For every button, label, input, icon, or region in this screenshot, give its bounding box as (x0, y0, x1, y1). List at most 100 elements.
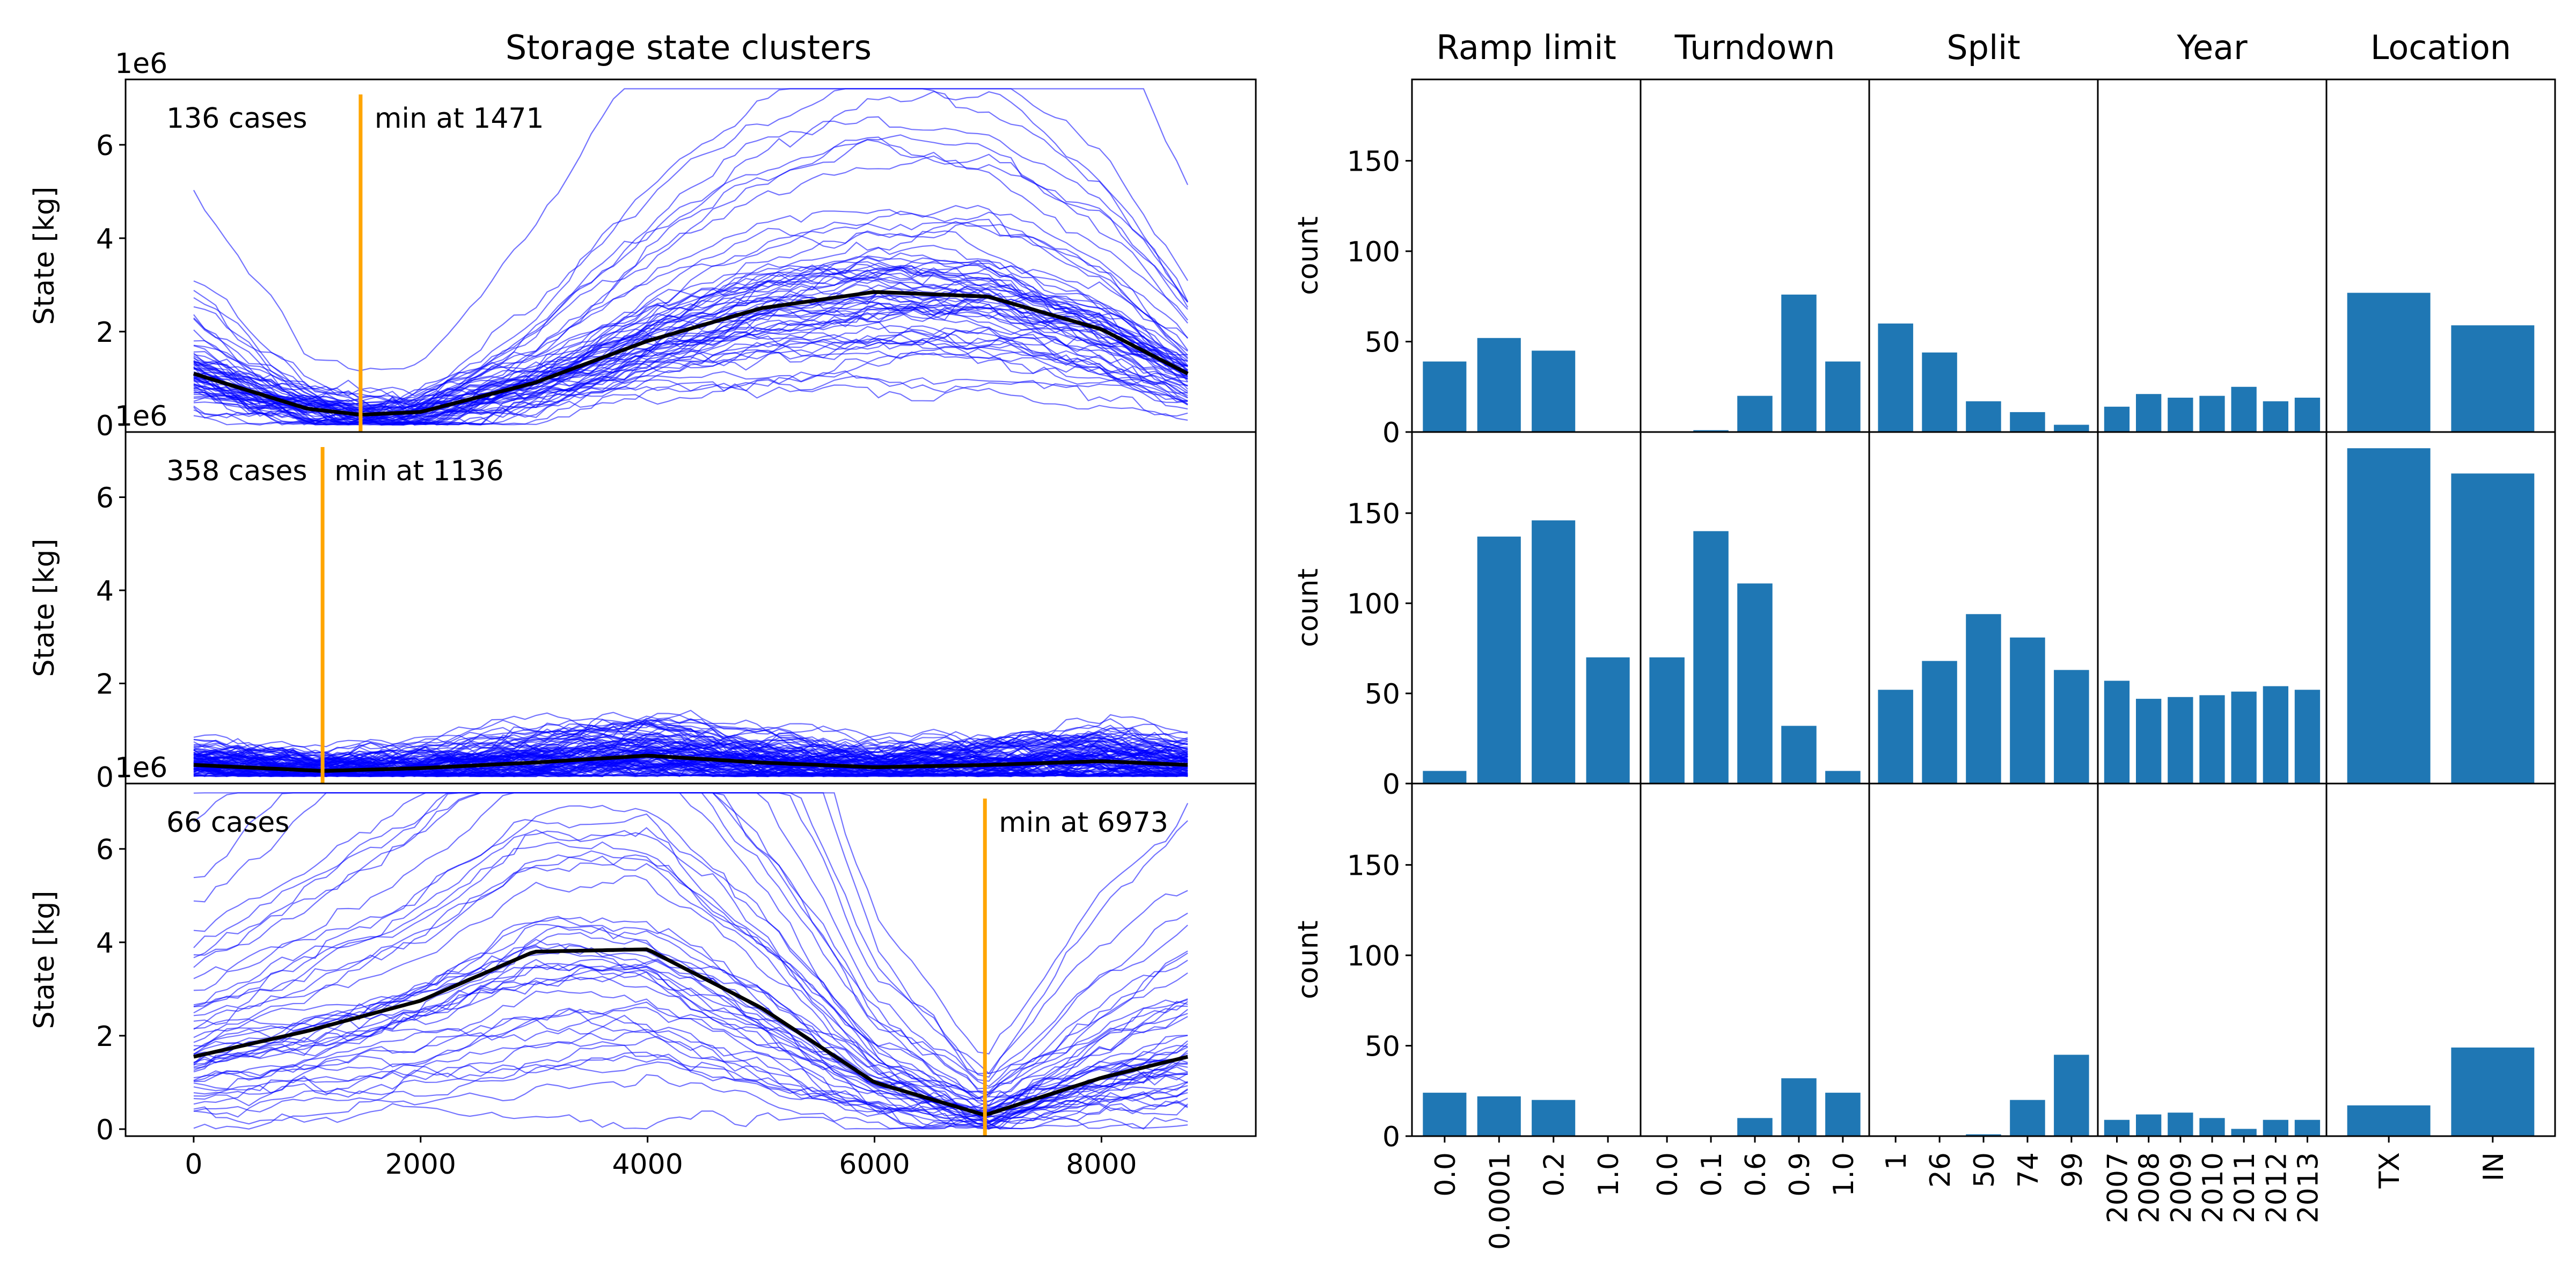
y-tick-label: 6 (96, 834, 114, 866)
x-tick-label: 4000 (612, 1148, 683, 1181)
category-tick-label: 2011 (2229, 1152, 2261, 1223)
y-tick-label: 100 (1347, 588, 1400, 620)
bar (1737, 1118, 1773, 1136)
x-tick-label: 6000 (839, 1148, 910, 1181)
state-trace (193, 965, 1188, 1130)
bar (1423, 771, 1467, 784)
column-title-2: Turndown (1674, 28, 1835, 67)
cluster-2-cases-label: 358 cases (166, 455, 307, 487)
bar (2136, 699, 2162, 784)
bar (1878, 690, 1913, 784)
bar (1477, 338, 1521, 432)
bar (1586, 657, 1630, 784)
trace-layer (193, 88, 1189, 1136)
y-axis-label: State [kg] (28, 187, 61, 325)
x-tick-label: 2000 (385, 1148, 456, 1181)
category-tick-label: IN (2478, 1152, 2510, 1181)
bar (1781, 726, 1817, 784)
bar (2168, 697, 2193, 784)
bar (1532, 1100, 1576, 1136)
bar (2347, 1105, 2431, 1136)
x-tick-label: 0 (185, 1148, 202, 1181)
bar (1878, 323, 1913, 432)
y-axis-label: State [kg] (28, 539, 61, 677)
category-tick-label: 74 (2012, 1152, 2045, 1188)
category-tick-label: 2012 (2260, 1152, 2293, 1223)
cluster-3-mean-line (193, 947, 1188, 1117)
bar (1693, 430, 1729, 432)
category-tick-label: 2007 (2102, 1152, 2134, 1223)
y-tick-label: 50 (1365, 327, 1400, 359)
y-axis-label: count (1292, 920, 1324, 999)
category-tick-label: 2013 (2293, 1152, 2325, 1223)
y-tick-label: 0 (1382, 769, 1400, 801)
category-tick-label: 1 (1880, 1152, 1913, 1170)
state-trace (193, 1001, 1188, 1127)
y-tick-label: 4 (96, 223, 114, 255)
y-tick-label: 0 (96, 762, 114, 794)
bar (2199, 396, 2225, 432)
y-offset-text: 1e6 (115, 48, 167, 80)
bar (2231, 1129, 2257, 1136)
y-tick-label: 50 (1365, 1031, 1400, 1063)
y-tick-label: 150 (1347, 146, 1400, 178)
bar (2451, 473, 2535, 784)
y-tick-label: 0 (96, 1114, 114, 1146)
bar (2199, 1118, 2225, 1136)
state-trace (193, 738, 1188, 778)
y-tick-label: 6 (96, 482, 114, 514)
state-trace (193, 754, 1188, 778)
bar (1825, 1093, 1861, 1136)
y-offset-text: 1e6 (115, 752, 167, 784)
bar (1922, 352, 1957, 432)
state-trace (193, 1008, 1188, 1128)
category-tick-label: 0.1 (1696, 1152, 1728, 1197)
bar (2104, 680, 2130, 784)
bar (2451, 325, 2535, 432)
bar (2136, 394, 2162, 432)
y-tick-label: 50 (1365, 678, 1400, 711)
state-trace (193, 1074, 1188, 1130)
state-trace (193, 1051, 1188, 1130)
state-trace (193, 751, 1188, 777)
bar (2294, 398, 2321, 432)
bar (2054, 1055, 2089, 1136)
bar (2054, 670, 2089, 784)
bar (1781, 294, 1817, 432)
y-tick-label: 100 (1347, 940, 1400, 972)
category-tick-label: 50 (1968, 1152, 2001, 1188)
bar (2010, 412, 2045, 432)
cluster-1-traces (193, 88, 1189, 432)
bar (2231, 386, 2257, 432)
category-tick-label: 0.0001 (1484, 1152, 1516, 1250)
x-tick-label: 8000 (1066, 1148, 1137, 1181)
state-trace (193, 728, 1188, 770)
y-tick-label: 0 (1382, 1121, 1400, 1153)
right-axes: Ramp limit050100150count050100150count05… (1292, 28, 2556, 1250)
category-tick-label: 0.0 (1652, 1152, 1684, 1197)
y-tick-label: 4 (96, 575, 114, 608)
state-trace (193, 1028, 1188, 1117)
bar (2136, 1114, 2162, 1136)
y-tick-label: 0 (96, 410, 114, 442)
cluster-2-min-label: min at 1136 (334, 455, 504, 487)
bar (1532, 520, 1576, 784)
bar (2010, 1100, 2045, 1136)
bar (1737, 583, 1773, 784)
state-trace (193, 813, 1188, 1094)
column-title-5: Location (2370, 28, 2511, 67)
category-tick-label: 1.0 (1828, 1152, 1860, 1197)
state-trace (193, 826, 1188, 1111)
state-trace (193, 939, 1188, 1100)
category-tick-label: 0.0 (1430, 1152, 1462, 1197)
y-tick-label: 150 (1347, 498, 1400, 530)
bar (1477, 536, 1521, 784)
cluster-2-mean-line (193, 753, 1188, 773)
y-tick-label: 2 (96, 668, 114, 700)
bar (1693, 531, 1729, 784)
bar (2263, 401, 2288, 432)
bar (2451, 1047, 2535, 1136)
bar (2294, 690, 2321, 784)
y-axis-label: count (1292, 216, 1324, 295)
